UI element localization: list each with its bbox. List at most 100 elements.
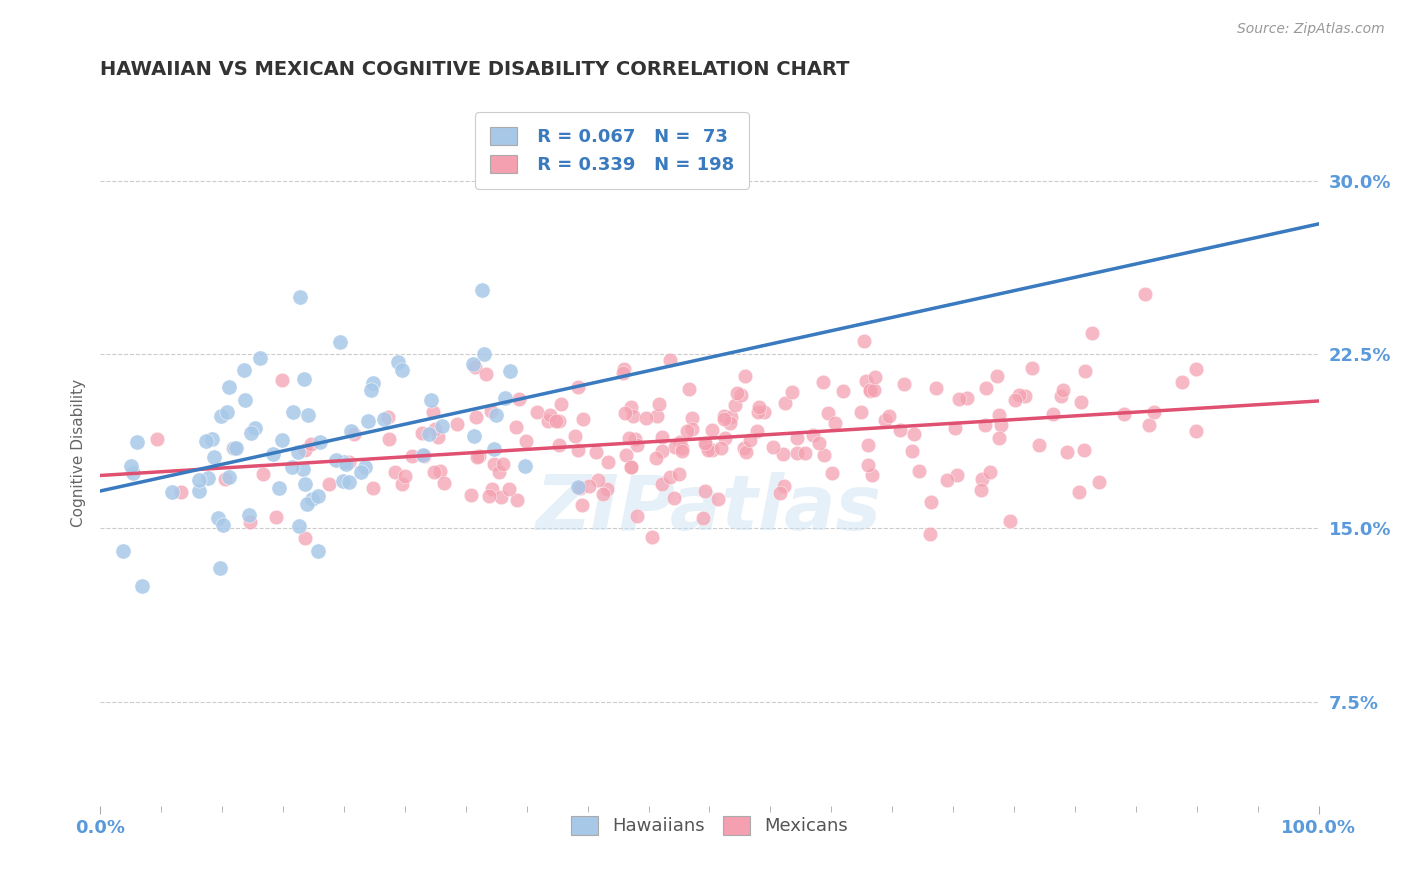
Point [1052, 383, 1074, 397]
Point [418, 427, 440, 442]
Point [280, 460, 302, 475]
Point [658, 470, 681, 484]
Point [733, 441, 755, 455]
Point [956, 391, 979, 405]
Point [786, 446, 808, 460]
Point [745, 424, 768, 438]
Point [201, 432, 224, 446]
Point [482, 442, 505, 457]
Point [479, 404, 502, 418]
Point [194, 434, 217, 449]
Point [281, 405, 304, 419]
Point [973, 417, 995, 432]
Point [1143, 404, 1166, 418]
Point [695, 484, 717, 499]
Point [662, 491, 685, 506]
Point [1056, 445, 1078, 459]
Point [548, 414, 571, 428]
Point [1049, 389, 1071, 403]
Point [634, 411, 657, 425]
Point [515, 459, 537, 474]
Point [333, 454, 356, 468]
Point [239, 515, 262, 529]
Point [508, 392, 530, 406]
Point [678, 382, 700, 396]
Point [463, 429, 485, 443]
Point [468, 449, 491, 463]
Point [859, 383, 882, 397]
Point [948, 392, 970, 407]
Point [505, 493, 527, 508]
Point [233, 362, 256, 376]
Point [337, 455, 360, 469]
Point [1067, 484, 1090, 499]
Point [924, 381, 946, 395]
Point [681, 422, 703, 436]
Point [377, 409, 399, 424]
Point [754, 405, 776, 419]
Point [856, 458, 879, 472]
Point [537, 414, 560, 428]
Y-axis label: Cognitive Disability: Cognitive Disability [72, 378, 86, 526]
Point [426, 429, 449, 443]
Point [294, 372, 316, 386]
Point [145, 433, 167, 447]
Point [578, 479, 600, 493]
Point [720, 409, 742, 424]
Point [651, 444, 673, 458]
Point [710, 441, 733, 455]
Point [391, 363, 413, 377]
Point [592, 487, 614, 501]
Point [671, 441, 693, 455]
Point [262, 447, 284, 461]
Point [474, 367, 496, 381]
Point [943, 421, 966, 435]
Point [640, 530, 662, 544]
Point [538, 408, 561, 422]
Point [413, 450, 436, 464]
Point [946, 468, 969, 483]
Point [1133, 286, 1156, 301]
Point [373, 411, 395, 425]
Point [813, 375, 835, 389]
Point [1185, 425, 1208, 439]
Point [614, 448, 637, 462]
Point [208, 561, 231, 575]
Point [773, 479, 796, 493]
Point [700, 423, 723, 437]
Point [860, 468, 883, 483]
Point [252, 467, 274, 482]
Point [526, 405, 548, 419]
Point [505, 419, 527, 434]
Point [343, 427, 366, 442]
Legend: Hawaiians, Mexicans: Hawaiians, Mexicans [564, 809, 855, 843]
Point [494, 391, 516, 405]
Point [740, 433, 762, 447]
Point [702, 442, 724, 457]
Point [695, 438, 717, 452]
Point [337, 475, 360, 490]
Point [734, 368, 756, 383]
Point [294, 476, 316, 491]
Point [423, 422, 446, 436]
Point [813, 448, 835, 462]
Point [188, 484, 211, 499]
Point [713, 412, 735, 426]
Point [120, 459, 142, 474]
Point [243, 421, 266, 435]
Point [482, 457, 505, 471]
Point [215, 405, 238, 419]
Point [291, 462, 314, 476]
Point [979, 465, 1001, 479]
Point [807, 436, 830, 450]
Point [647, 397, 669, 411]
Point [377, 432, 399, 446]
Point [1014, 389, 1036, 403]
Point [356, 414, 378, 428]
Point [488, 466, 510, 480]
Point [969, 483, 991, 497]
Point [651, 477, 673, 491]
Point [299, 436, 322, 450]
Point [363, 376, 385, 390]
Point [481, 482, 503, 496]
